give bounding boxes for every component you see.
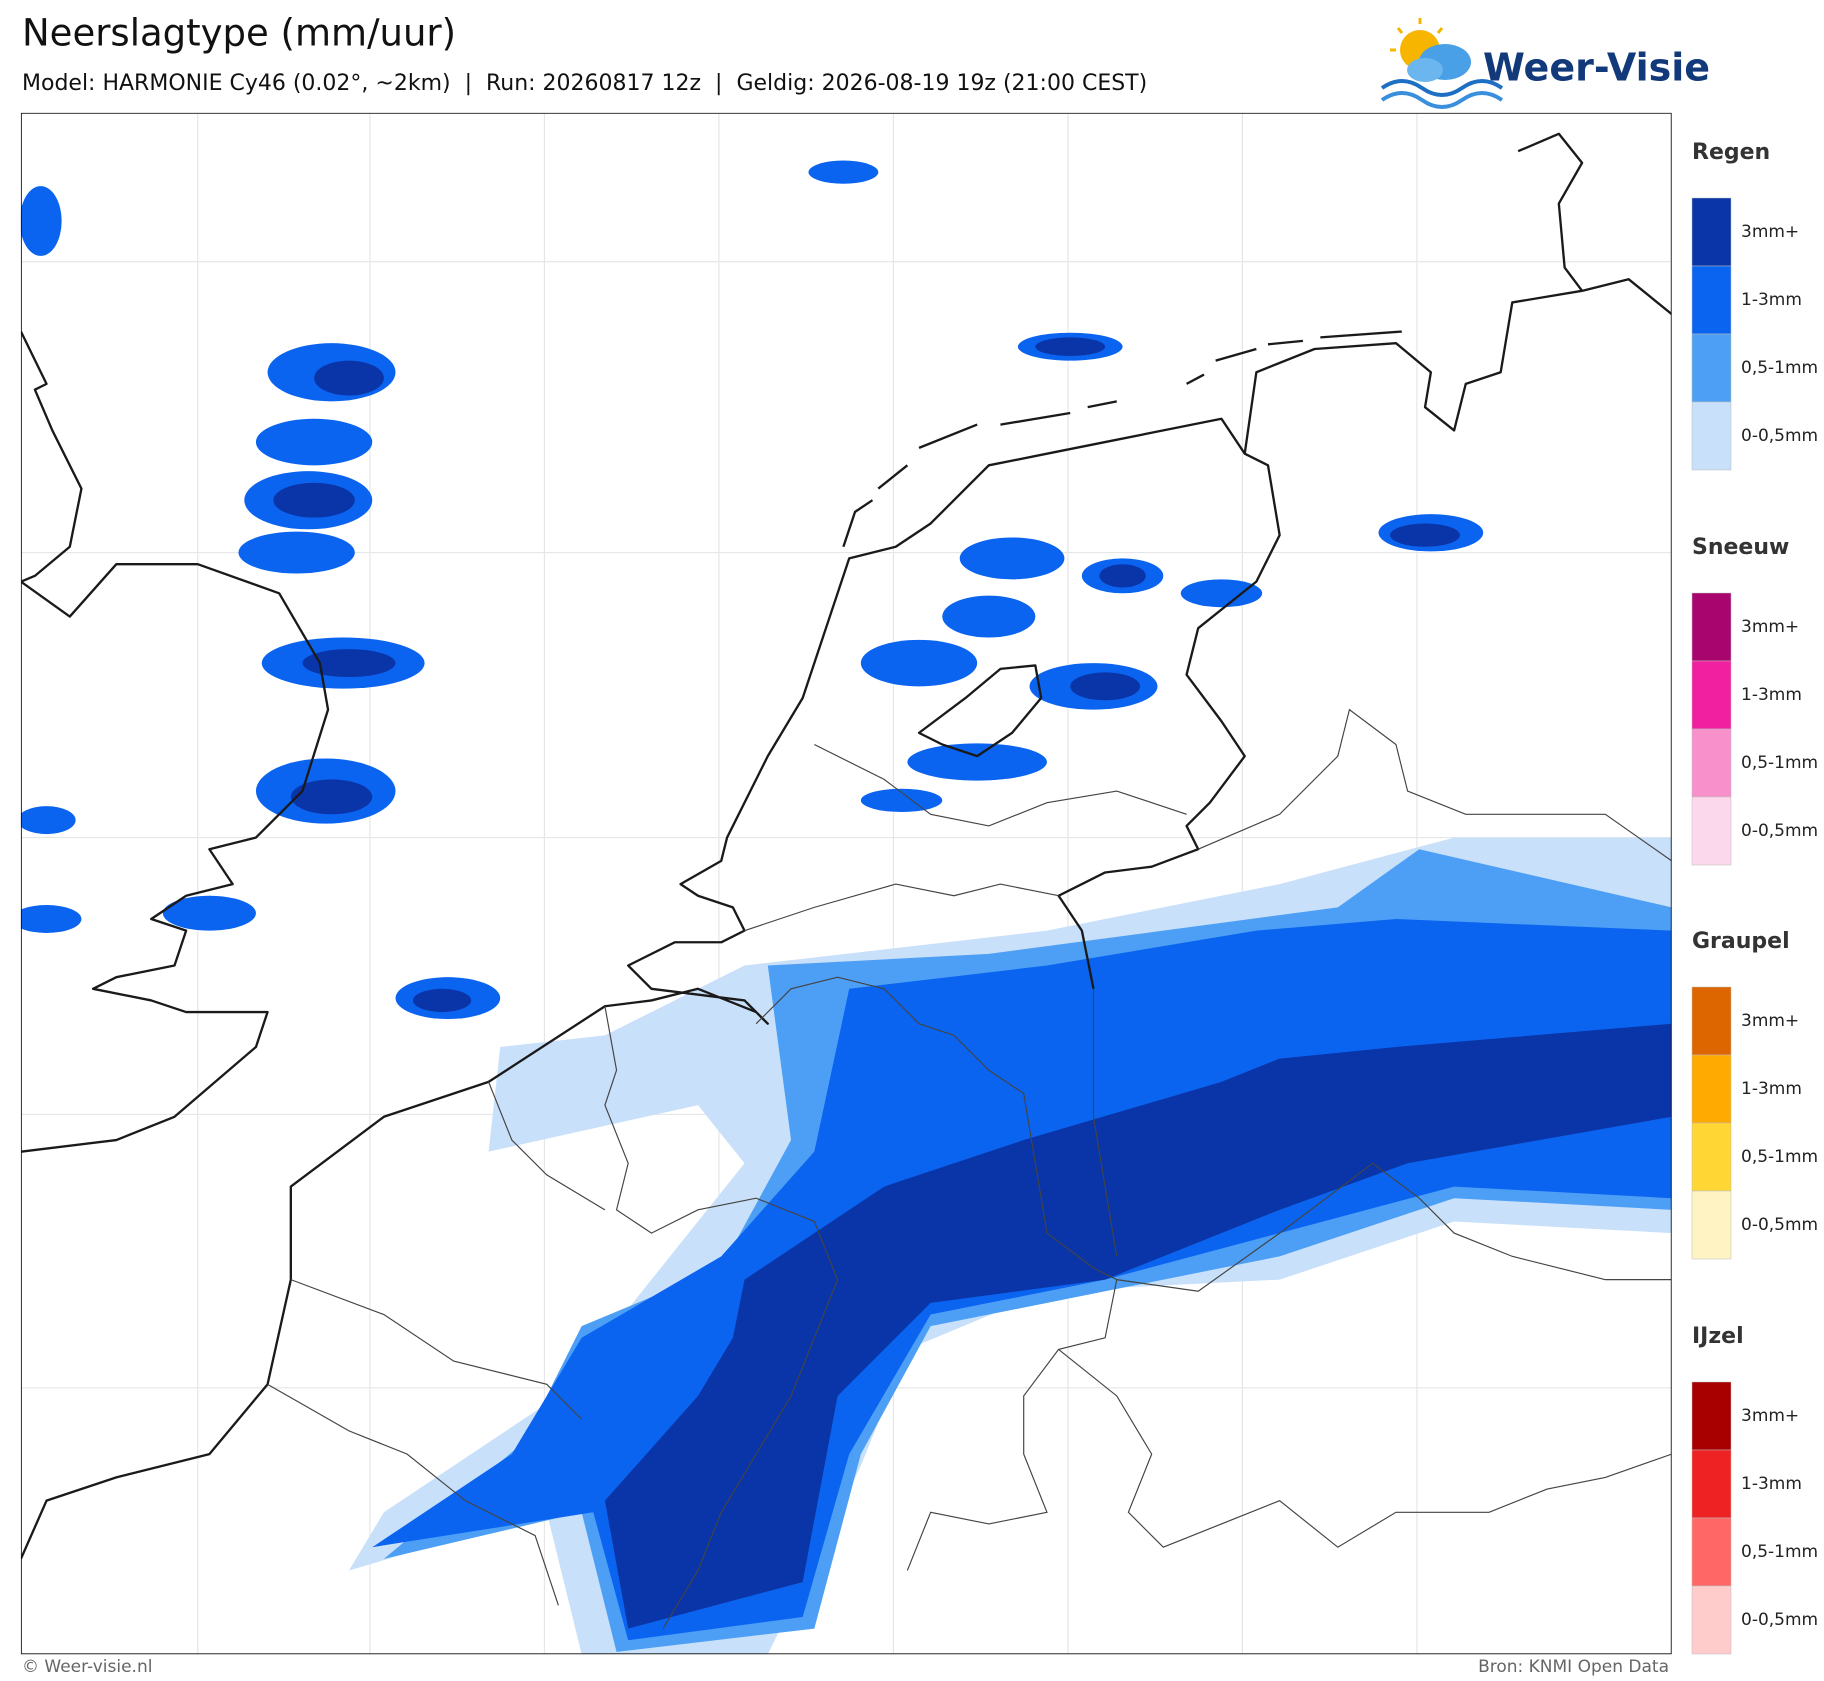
legend-label: 1-3mm bbox=[1741, 685, 1802, 705]
legend-label: 0-0,5mm bbox=[1741, 1610, 1818, 1630]
subtitle: Model: HARMONIE Cy46 (0.02°, ~2km) | Run… bbox=[22, 71, 1147, 96]
map bbox=[20, 112, 1672, 1655]
legend-swatch bbox=[1691, 1381, 1732, 1451]
legend-label: 1-3mm bbox=[1741, 1079, 1802, 1099]
legend-label: 0-0,5mm bbox=[1741, 1215, 1818, 1235]
legend-swatch bbox=[1691, 660, 1732, 730]
legend-title: IJzel bbox=[1692, 1324, 1744, 1349]
logo: Weer-Visie bbox=[1380, 18, 1710, 109]
legend-label: 1-3mm bbox=[1741, 1474, 1802, 1494]
legend-swatch bbox=[1691, 333, 1732, 403]
legend-label: 0-0,5mm bbox=[1741, 821, 1818, 841]
legend-label: 0,5-1mm bbox=[1741, 753, 1818, 773]
legend-label: 3mm+ bbox=[1741, 1406, 1799, 1426]
legend-swatch bbox=[1691, 1190, 1732, 1260]
legend-swatch bbox=[1691, 986, 1732, 1056]
legend-label: 1-3mm bbox=[1741, 290, 1802, 310]
legend-swatch bbox=[1691, 592, 1732, 662]
legend-swatch bbox=[1691, 1585, 1732, 1655]
legend-label: 0,5-1mm bbox=[1741, 1542, 1818, 1562]
legend-swatch bbox=[1691, 197, 1732, 267]
footer-right: Bron: KNMI Open Data bbox=[1478, 1657, 1669, 1677]
legend-swatch bbox=[1691, 796, 1732, 866]
title: Neerslagtype (mm/uur) bbox=[22, 12, 456, 55]
logo-text: Weer-Visie bbox=[1483, 46, 1710, 90]
legend-swatch bbox=[1691, 265, 1732, 335]
legend: Regen 3mm+ 1-3mm 0,5-1mm 0-0,5mm Sneeuw 3mm+ 1-… bbox=[1691, 140, 1818, 1655]
legend-title: Graupel bbox=[1692, 929, 1790, 954]
legend-swatch bbox=[1691, 1054, 1732, 1124]
legend-label: 0,5-1mm bbox=[1741, 1147, 1818, 1167]
legend-swatch bbox=[1691, 1449, 1732, 1519]
legend-label: 3mm+ bbox=[1741, 222, 1799, 242]
legend-swatch bbox=[1691, 401, 1732, 471]
legend-label: 3mm+ bbox=[1741, 617, 1799, 637]
legend-label: 0-0,5mm bbox=[1741, 426, 1818, 446]
legend-swatch bbox=[1691, 728, 1732, 798]
legend-title: Sneeuw bbox=[1692, 535, 1789, 560]
legend-swatch bbox=[1691, 1122, 1732, 1192]
legend-label: 0,5-1mm bbox=[1741, 358, 1818, 378]
legend-label: 3mm+ bbox=[1741, 1011, 1799, 1031]
footer-left: © Weer-visie.nl bbox=[22, 1657, 152, 1677]
legend-swatch bbox=[1691, 1517, 1732, 1587]
legend-title: Regen bbox=[1692, 140, 1770, 165]
